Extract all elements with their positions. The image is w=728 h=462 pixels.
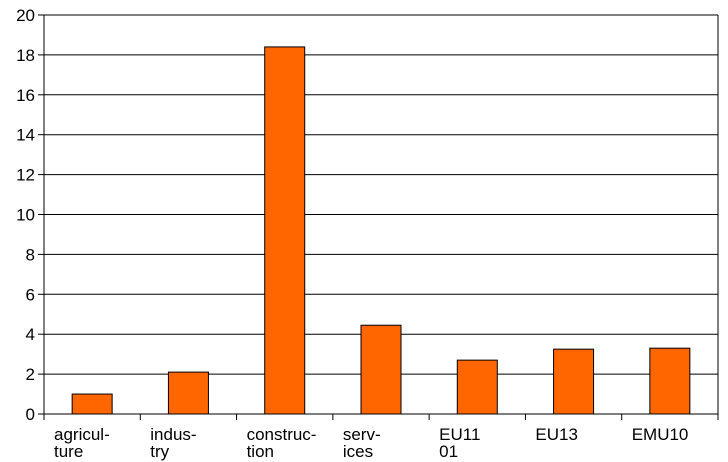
x-tick-label: construc-	[247, 425, 317, 444]
x-tick-label: serv-	[343, 425, 381, 444]
bar-1	[167, 371, 209, 415]
bar-6	[649, 347, 691, 415]
x-tick-label: EMU10	[632, 425, 689, 444]
y-tick-label: 8	[26, 245, 35, 264]
bar-3	[360, 324, 402, 415]
y-tick-label: 14	[16, 126, 35, 145]
y-tick-label: 18	[16, 46, 35, 65]
x-tick-label: ture	[54, 442, 83, 461]
y-tick-label: 0	[26, 405, 35, 424]
y-tick-label: 10	[16, 206, 35, 225]
y-tick-label: 12	[16, 166, 35, 185]
bar-0	[71, 393, 113, 415]
x-category-labels: agricul-ture indus-try construc-tion serv-i…	[54, 425, 688, 461]
x-tick-label: agricul-	[54, 425, 110, 444]
y-tick-label: 16	[16, 86, 35, 105]
y-tick-label: 20	[16, 6, 35, 25]
y-tick-labels: 0 2 4 6 8 10 12 14 16 18 20	[16, 6, 44, 424]
bar-2	[264, 46, 306, 415]
gridlines	[44, 14, 718, 375]
x-tick-label: EU11	[439, 425, 480, 444]
y-tick-label: 2	[26, 365, 35, 384]
bar-5	[553, 348, 595, 415]
x-tick-label: try	[150, 442, 169, 461]
bars	[71, 46, 691, 415]
bar-4	[456, 359, 498, 415]
y-tick-label: 4	[26, 325, 35, 344]
x-tick-label: indus-	[150, 425, 196, 444]
x-tick-label: 01	[439, 442, 458, 461]
axes	[43, 14, 719, 420]
x-tick-label: tion	[247, 442, 274, 461]
x-tick-label: EU13	[535, 425, 578, 444]
x-tick-label: ices	[343, 442, 373, 461]
y-tick-label: 6	[26, 285, 35, 304]
